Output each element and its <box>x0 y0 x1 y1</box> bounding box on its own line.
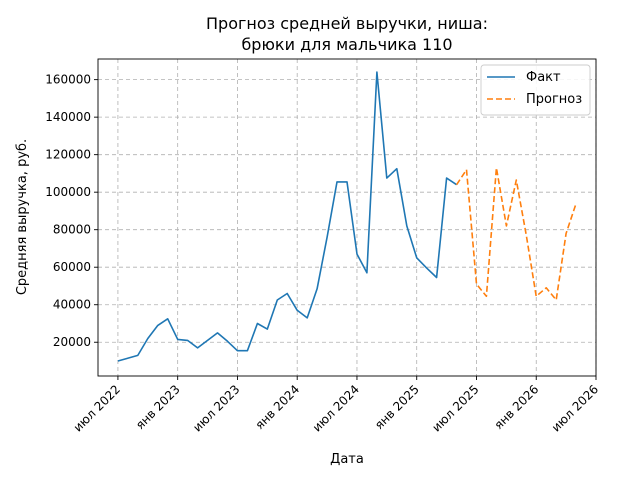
plot-area-frame <box>97 58 597 377</box>
y-tick-label: 20000 <box>53 335 91 349</box>
series-group <box>117 71 577 362</box>
x-tick-label: янв 2025 <box>372 382 422 432</box>
y-tick-label: 120000 <box>45 148 91 162</box>
x-tick-label: июл 2022 <box>71 382 123 434</box>
legend-label-fact: Факт <box>526 70 561 85</box>
x-tick-label: янв 2026 <box>492 382 542 432</box>
x-tick-label: июл 2024 <box>310 382 362 434</box>
y-tick-label: 140000 <box>45 110 91 124</box>
legend: Факт Прогноз <box>480 64 591 116</box>
x-tick-label: июл 2025 <box>429 382 481 434</box>
x-tick-label: июл 2026 <box>549 382 601 434</box>
x-tick-label: янв 2024 <box>252 382 302 432</box>
x-axis-label: Дата <box>330 452 364 467</box>
series-line-fact <box>117 71 458 362</box>
y-tick-label: 100000 <box>45 185 91 199</box>
x-tick-label: янв 2023 <box>133 382 183 432</box>
y-tick-label: 60000 <box>53 260 91 274</box>
chart-title-line-2: брюки для мальчика 110 <box>241 35 452 54</box>
x-tick-label: июл 2023 <box>190 382 242 434</box>
chart-title-line-1: Прогноз средней выручки, ниша: <box>206 14 488 33</box>
y-tick-label: 80000 <box>53 223 91 237</box>
y-tick-label: 40000 <box>53 298 91 312</box>
y-tick-label: 160000 <box>45 73 91 87</box>
series-line-forecast <box>455 167 577 301</box>
y-axis-label: Средняя выручка, руб. <box>15 139 30 295</box>
legend-label-forecast: Прогноз <box>526 92 582 107</box>
